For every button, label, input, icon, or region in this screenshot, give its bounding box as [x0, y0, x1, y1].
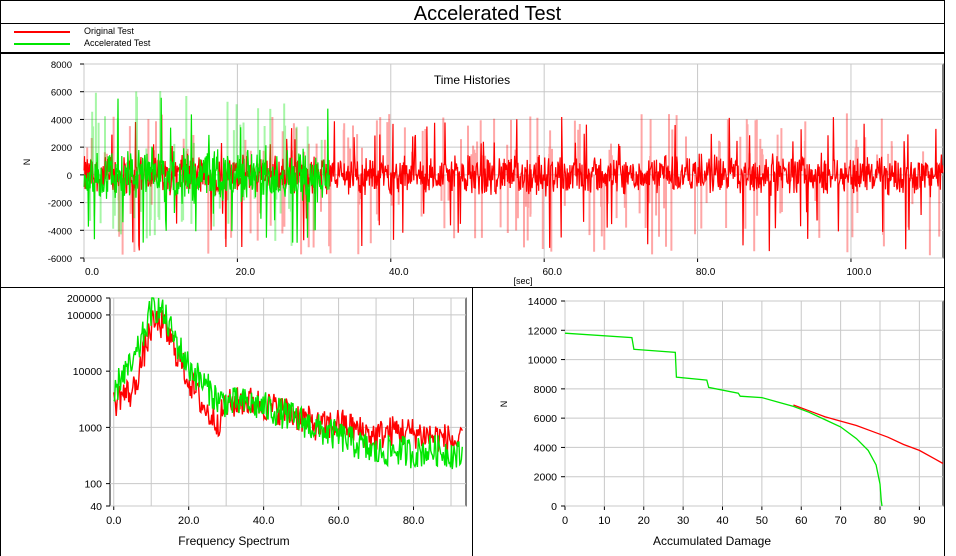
- time-x-tick-label: 100.0: [846, 267, 871, 278]
- freq-x-tick-label: 20.0: [178, 515, 199, 527]
- legend-label-accelerated: Accelerated Test: [84, 38, 151, 48]
- damage-x-tick-label: 60: [795, 515, 807, 527]
- time-x-tick-label: 80.0: [696, 267, 716, 278]
- time-x-tick-label: 40.0: [389, 267, 409, 278]
- frame-legend-line: [0, 52, 945, 54]
- freq-y-tick-label: 40: [90, 501, 102, 513]
- damage-y-tick-label: 6000: [534, 413, 558, 425]
- freq-series-accelerated: [113, 297, 463, 470]
- freq-chart-title: Frequency Spectrum: [178, 534, 289, 548]
- accumulated-damage-chart: 0 10 20 30 40 50 60 70 80 90 0 2000 4000 6000 8000 1000…: [499, 296, 944, 548]
- damage-chart-title: Accumulated Damage: [653, 534, 771, 548]
- damage-y-label: N: [499, 401, 509, 408]
- frame-divider-line: [472, 288, 473, 556]
- time-y-label: N: [22, 159, 32, 166]
- page-title: Accelerated Test: [413, 3, 562, 25]
- damage-y-tick-label: 0: [551, 501, 557, 513]
- time-spikes-accelerated: [89, 91, 323, 246]
- time-y-tick-label: 8000: [51, 60, 72, 71]
- damage-series-original: [793, 404, 944, 465]
- time-y-tick-label: -2000: [48, 199, 72, 210]
- freq-y-tick-label: 1000: [79, 422, 103, 434]
- damage-y-tick-label: 8000: [534, 384, 558, 396]
- freq-y-tick-label: 100000: [67, 310, 102, 322]
- damage-x-tick-label: 0: [562, 515, 568, 527]
- frame-mid-line: [0, 287, 945, 288]
- legend-label-original: Original Test: [84, 26, 134, 36]
- freq-y-tick-label: 10000: [73, 366, 102, 378]
- frame-top-line: [0, 0, 945, 1]
- freq-x-tick-label: 80.0: [403, 515, 424, 527]
- frequency-spectrum-chart: 0.0 20.0 40.0 60.0 80.0 40 100 1000 10000 100000 2…: [67, 293, 467, 548]
- frame-title-line: [0, 23, 945, 24]
- damage-x-tick-label: 40: [716, 515, 728, 527]
- damage-x-tick-label: 20: [638, 515, 650, 527]
- damage-x-tick-label: 90: [913, 515, 925, 527]
- damage-x-tick-label: 80: [874, 515, 886, 527]
- legend-swatch-accelerated: [14, 43, 70, 45]
- freq-x-tick-label: 0.0: [106, 515, 121, 527]
- time-x-tick-label: 20.0: [236, 267, 256, 278]
- time-y-tick-label: -4000: [48, 226, 72, 237]
- time-chart-title: Time Histories: [434, 73, 510, 87]
- time-histories-chart: 0.0 20.0 40.0 60.0 80.0 100.0 -6000 -4000 -2000 0…: [22, 60, 944, 286]
- freq-x-tick-label: 40.0: [253, 515, 274, 527]
- time-x-label: [sec]: [513, 276, 532, 286]
- freq-x-tick-label: 60.0: [328, 515, 349, 527]
- time-series-accelerated: [83, 97, 330, 243]
- damage-x-tick-label: 50: [756, 515, 768, 527]
- time-y-tick-label: 2000: [51, 143, 72, 154]
- time-y-tick-label: 4000: [51, 115, 72, 126]
- damage-y-tick-label: 2000: [534, 472, 558, 484]
- damage-y-tick-label: 10000: [528, 355, 557, 367]
- time-y-tick-label: -6000: [48, 254, 72, 265]
- damage-plot-area: [564, 300, 944, 507]
- freq-plot-area: [109, 297, 467, 507]
- damage-series-accelerated: [564, 332, 883, 507]
- time-spikes-original: [86, 113, 941, 256]
- freq-y-tick-label: 100: [84, 479, 102, 491]
- damage-y-tick-label: 14000: [528, 296, 557, 308]
- damage-y-tick-label: 4000: [534, 442, 558, 454]
- frame-left-line: [0, 0, 1, 556]
- damage-x-tick-label: 70: [835, 515, 847, 527]
- frame-right-line: [944, 0, 945, 556]
- damage-x-tick-label: 10: [598, 515, 610, 527]
- time-y-tick-label: 6000: [51, 88, 72, 99]
- freq-y-tick-label: 200000: [67, 293, 102, 305]
- damage-y-tick-label: 12000: [528, 325, 557, 337]
- time-x-tick-label: 60.0: [542, 267, 562, 278]
- time-x-tick-label: 0.0: [85, 267, 99, 278]
- legend-swatch-original: [14, 31, 70, 33]
- damage-x-tick-label: 30: [677, 515, 689, 527]
- time-y-tick-label: 0: [67, 171, 72, 182]
